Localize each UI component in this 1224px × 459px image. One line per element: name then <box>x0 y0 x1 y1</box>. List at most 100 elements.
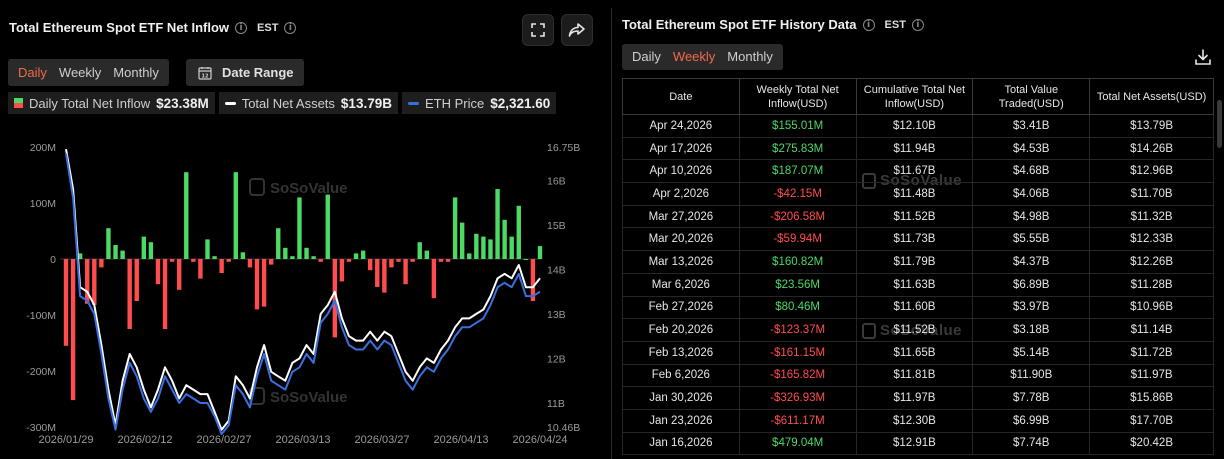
bar-swatch-icon <box>14 98 23 108</box>
x-tick-label: 2026/01/29 <box>38 434 93 446</box>
cell-date: Jan 30,2026 <box>622 386 740 410</box>
cell-date: Apr 17,2026 <box>622 137 740 161</box>
inflow-bar <box>134 259 139 301</box>
cell-weekly-inflow: -$206.58M <box>738 205 857 229</box>
inflow-bar <box>184 172 189 259</box>
y-right-tick-label: 16.75B <box>547 142 580 154</box>
expand-icon <box>531 23 545 37</box>
cell-net-assets: $10.96B <box>1089 296 1214 320</box>
col-header-value-traded[interactable]: Total Value Traded(USD) <box>972 78 1091 115</box>
inflow-bar <box>212 256 217 259</box>
legend-net-assets[interactable]: Total Net Assets $13.79B <box>218 92 398 114</box>
cell-net-assets: $13.79B <box>1089 114 1214 138</box>
inflow-bar <box>219 259 224 273</box>
inflow-bar <box>155 259 161 285</box>
cell-weekly-inflow: -$59.94M <box>738 227 857 252</box>
inflow-bar <box>474 233 479 259</box>
timezone-label: EST <box>257 21 279 34</box>
inflow-bar <box>403 259 408 285</box>
cell-net-assets: $11.28B <box>1089 273 1214 297</box>
col-header-weekly-inflow[interactable]: Weekly Total Net Inflow(USD) <box>738 78 857 115</box>
history-interval-tabs: Daily Weekly Monthly <box>622 44 783 70</box>
tab-monthly[interactable]: Monthly <box>727 49 773 64</box>
table-row: Apr 2,2026 -$42.15M $11.48B $4.06B $11.70B <box>622 182 1214 206</box>
date-range-label: Date Range <box>222 65 294 80</box>
cell-date: Apr 10,2026 <box>622 159 740 184</box>
inflow-bar <box>177 259 182 290</box>
col-header-date[interactable]: Date <box>622 78 740 115</box>
legend-eth-price[interactable]: ETH Price $2,321.60 <box>401 92 557 114</box>
timezone-info-icon[interactable]: i <box>911 18 924 31</box>
inflow-bar <box>283 247 288 259</box>
legend-eth-price-label: ETH Price <box>424 95 485 111</box>
inflow-bar <box>247 259 253 268</box>
inflow-bar <box>148 242 154 259</box>
cell-cumulative-inflow: $11.79B <box>855 250 974 274</box>
fullscreen-button[interactable] <box>522 14 554 46</box>
cell-value-traded: $11.90B <box>972 364 1091 388</box>
share-button[interactable] <box>561 14 593 46</box>
chart-legend: Daily Total Net Inflow $23.38M Total Net… <box>8 92 557 114</box>
cell-cumulative-inflow: $11.52B <box>855 205 974 229</box>
inflow-bar <box>240 252 246 259</box>
sosovalue-logo-icon <box>249 178 265 196</box>
inflow-bar <box>304 247 309 259</box>
tab-daily[interactable]: Daily <box>18 65 47 80</box>
inflow-bar <box>113 245 118 259</box>
inflow-bar <box>537 246 543 259</box>
inflow-bar <box>318 259 323 262</box>
inflow-bar <box>424 250 429 259</box>
cell-cumulative-inflow: $12.30B <box>855 409 974 433</box>
cell-date: Mar 27,2026 <box>622 205 740 229</box>
cell-net-assets: $11.14B <box>1089 318 1214 342</box>
inflow-bar <box>431 259 437 299</box>
tab-monthly[interactable]: Monthly <box>113 65 159 80</box>
cell-weekly-inflow: $155.01M <box>738 114 857 138</box>
tab-weekly[interactable]: Weekly <box>672 49 716 64</box>
line-swatch-icon <box>407 101 419 105</box>
cell-date: Mar 13,2026 <box>622 250 740 274</box>
line-swatch-icon <box>224 101 236 105</box>
y-left-tick-label: -100M <box>26 310 56 322</box>
cell-net-assets: $14.26B <box>1089 137 1214 161</box>
cell-weekly-inflow: -$326.93M <box>738 386 857 410</box>
cell-value-traded: $4.53B <box>972 137 1091 161</box>
y-left-tick-label: 0 <box>50 254 56 266</box>
download-icon[interactable] <box>1194 48 1212 66</box>
y-left-tick-label: -200M <box>26 366 56 378</box>
x-tick-label: 2026/03/13 <box>275 434 330 446</box>
inflow-bar <box>353 253 359 259</box>
info-icon[interactable]: i <box>235 21 248 34</box>
cell-weekly-inflow: -$42.15M <box>738 182 857 206</box>
inflow-bar <box>106 228 111 259</box>
timezone-info-icon[interactable]: i <box>284 21 297 34</box>
col-header-cumulative-inflow[interactable]: Cumulative Total Net Inflow(USD) <box>855 78 974 115</box>
table-row: Mar 27,2026 -$206.58M $11.52B $4.98B $11.32B <box>622 205 1214 229</box>
y-right-tick-label: 15B <box>547 220 566 232</box>
tab-daily[interactable]: Daily <box>632 49 661 64</box>
cell-net-assets: $15.86B <box>1089 386 1214 410</box>
inflow-bar <box>438 259 444 262</box>
inflow-bar <box>127 259 132 329</box>
col-header-net-assets[interactable]: Total Net Assets(USD) <box>1089 78 1214 115</box>
info-icon[interactable]: i <box>862 18 875 31</box>
table-header-row: Date Weekly Total Net Inflow(USD) Cumula… <box>622 78 1214 115</box>
x-tick-label: 2026/04/13 <box>433 434 488 446</box>
cell-weekly-inflow: $23.56M <box>738 273 857 297</box>
cell-value-traded: $4.68B <box>972 159 1091 184</box>
cell-date: Jan 16,2026 <box>622 432 740 456</box>
table-scrollbar[interactable] <box>1217 100 1222 148</box>
tab-weekly[interactable]: Weekly <box>58 65 102 80</box>
cell-net-assets: $12.33B <box>1089 227 1214 252</box>
table-row: Apr 17,2026 $275.83M $11.94B $4.53B $14.26B <box>622 137 1214 161</box>
date-range-button[interactable]: 12 Date Range <box>186 59 304 86</box>
cell-value-traded: $6.89B <box>972 273 1091 297</box>
table-row: Feb 27,2026 $80.46M $11.60B $3.97B $10.96B <box>622 296 1214 320</box>
inflow-bar <box>502 219 507 259</box>
y-left-tick-label: -300M <box>26 422 56 434</box>
net-inflow-chart[interactable]: SoSoValue SoSoValue 200M 100M 0 -100M -200M -30… <box>0 130 606 459</box>
inflow-bar <box>410 259 415 262</box>
net-inflow-panel: Total Ethereum Spot ETF Net Inflow i EST… <box>0 0 606 459</box>
legend-net-inflow[interactable]: Daily Total Net Inflow $23.38M <box>8 92 215 114</box>
inflow-bar <box>375 259 380 287</box>
